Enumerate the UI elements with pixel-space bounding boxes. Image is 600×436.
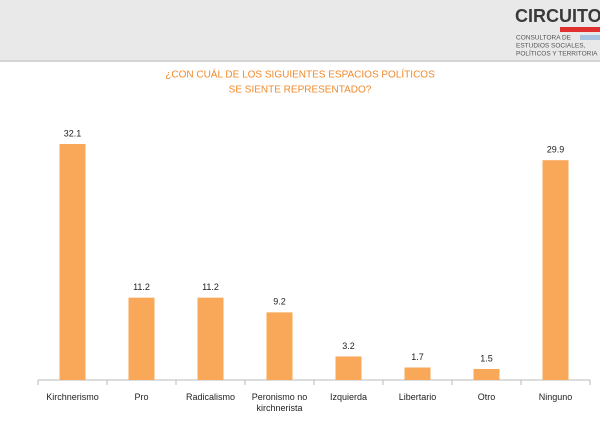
x-tick-label: Kirchnerismo: [46, 392, 99, 402]
logo-name: CIRCUITO: [515, 6, 600, 26]
data-label: 1.7: [411, 352, 424, 362]
bar: [542, 160, 569, 380]
bar: [197, 297, 224, 380]
bar: [473, 368, 500, 380]
chart-title: SE SIENTE REPRESENTADO?: [229, 85, 372, 96]
bar: [404, 367, 431, 380]
data-label: 9.2: [273, 297, 286, 307]
bar: [59, 144, 86, 380]
data-label: 29.9: [547, 145, 565, 155]
data-label: 11.2: [133, 282, 150, 292]
chart-title: ¿CON CUÁL DE LOS SIGUIENTES ESPACIOS POL…: [165, 68, 435, 81]
x-tick-label: Izquierda: [329, 392, 368, 402]
x-tick-label: Pro: [134, 392, 149, 402]
bar: [266, 312, 293, 380]
data-label: 1.5: [480, 353, 493, 363]
data-label: 11.2: [202, 282, 219, 292]
data-label: 32.1: [64, 128, 82, 138]
header-edge: [0, 60, 600, 62]
x-tick-label: Peronismo no kirchnerista: [251, 392, 308, 413]
logo-bar-red: [560, 27, 600, 32]
bar: [335, 356, 362, 380]
logo-bar-blue: [580, 35, 600, 40]
x-tick-label: Ninguno: [538, 392, 573, 402]
x-tick-label: Libertario: [398, 392, 437, 402]
x-tick-label: Otro: [477, 392, 496, 402]
bar: [128, 297, 155, 380]
logo-line: CONSULTORA DE: [516, 35, 572, 42]
header-band: [0, 0, 600, 62]
data-label: 3.2: [342, 341, 355, 351]
x-tick-label: Radicalismo: [185, 392, 236, 402]
logo-line: ESTUDIOS SOCIALES,: [516, 43, 586, 50]
logo-line: POLÍTICOS Y TERRITORIA: [516, 49, 598, 58]
